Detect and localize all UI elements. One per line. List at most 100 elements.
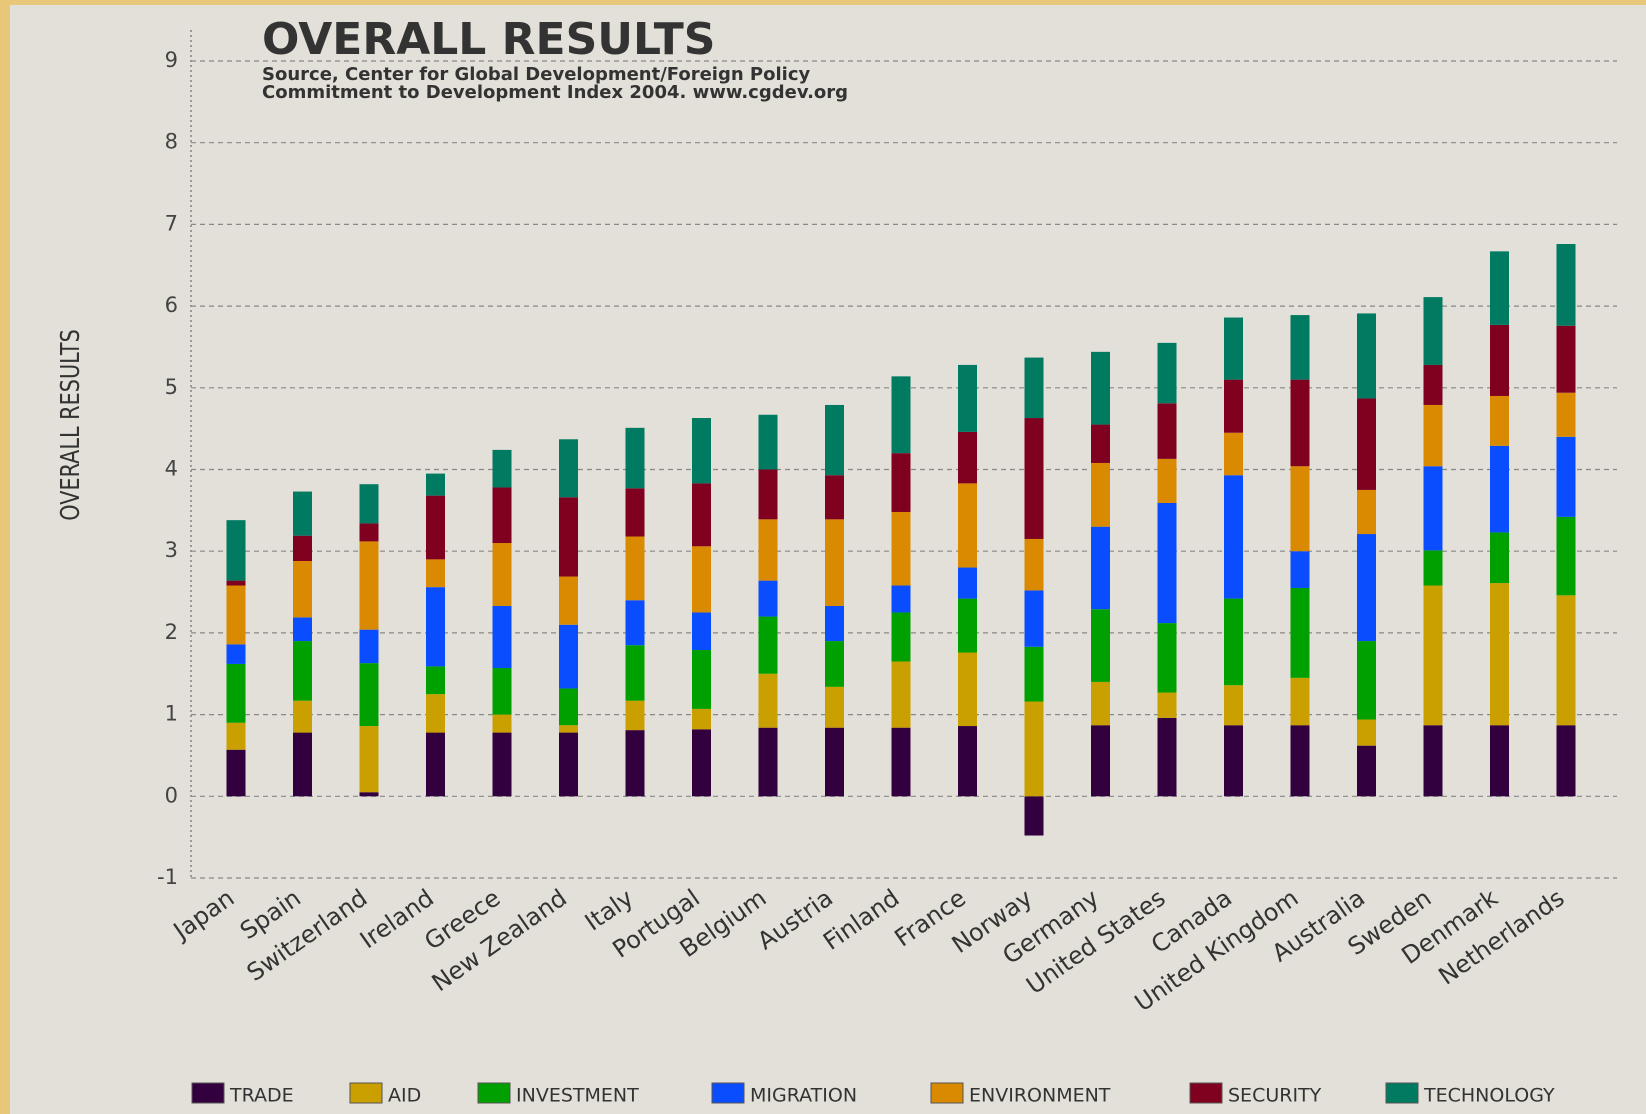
bar-segment bbox=[359, 629, 379, 664]
bar-segment bbox=[359, 663, 379, 727]
bar-segment bbox=[825, 404, 844, 476]
bar-segment bbox=[1224, 475, 1243, 599]
bar-segment bbox=[825, 727, 844, 797]
bar-segment bbox=[958, 567, 977, 599]
bar-segment bbox=[1224, 379, 1243, 433]
legend-swatch bbox=[1385, 1082, 1419, 1104]
bar-segment bbox=[692, 708, 711, 730]
legend-label: MIGRATION bbox=[750, 1085, 857, 1107]
bar-segment bbox=[1490, 251, 1509, 325]
bar-segment bbox=[226, 722, 246, 750]
y-tick-label: 9 bbox=[165, 48, 178, 72]
bar-segment bbox=[1423, 404, 1443, 467]
bar-segment bbox=[1290, 315, 1310, 380]
bar-segment bbox=[1224, 317, 1243, 380]
bar-segment bbox=[758, 469, 778, 520]
bar-segment bbox=[226, 520, 246, 581]
bar-segment bbox=[1357, 719, 1376, 746]
bar-segment bbox=[1423, 725, 1443, 797]
bar-segment bbox=[891, 511, 911, 586]
bar-segment bbox=[958, 726, 977, 797]
bar-segment bbox=[825, 641, 844, 687]
bar-segment bbox=[1157, 458, 1177, 503]
bar-segment bbox=[1490, 445, 1509, 533]
bar-segment bbox=[758, 519, 778, 581]
bar-segment bbox=[1157, 403, 1177, 459]
chart-title: OVERALL RESULTS bbox=[262, 14, 715, 65]
bar-segment bbox=[758, 580, 778, 617]
y-tick-label: 0 bbox=[165, 783, 178, 807]
bar-segment bbox=[1556, 244, 1576, 326]
bar-segment bbox=[1024, 357, 1044, 419]
chart-subtitle: Commitment to Development Index 2004. ww… bbox=[262, 82, 848, 103]
bar-segment bbox=[1357, 313, 1376, 399]
bar-segment bbox=[891, 376, 911, 454]
bar-segment bbox=[1157, 692, 1177, 718]
bar-segment bbox=[1423, 585, 1443, 726]
y-tick-label: 7 bbox=[165, 211, 178, 235]
bar-segment bbox=[891, 453, 911, 512]
y-axis-label: OVERALL RESULTS bbox=[55, 329, 86, 521]
bar-segment bbox=[293, 617, 312, 642]
y-tick-label: 5 bbox=[165, 375, 178, 399]
bar-segment bbox=[758, 727, 778, 797]
bar-segment bbox=[1556, 325, 1576, 393]
bar-segment bbox=[625, 536, 645, 601]
bar-segment bbox=[1423, 466, 1443, 551]
bar-segment bbox=[692, 729, 711, 797]
bar-segment bbox=[1290, 379, 1310, 467]
bar-segment bbox=[1091, 725, 1110, 797]
bar-segment bbox=[559, 732, 578, 797]
bar-segment bbox=[226, 663, 246, 723]
bar-segment bbox=[559, 576, 578, 625]
legend-label: ENVIRONMENT bbox=[969, 1085, 1111, 1107]
legend-swatch bbox=[349, 1082, 383, 1104]
bar-segment bbox=[825, 475, 844, 520]
bar-segment bbox=[1091, 424, 1110, 463]
bar-segment bbox=[1091, 526, 1110, 610]
bar-segment bbox=[293, 491, 312, 536]
bar-segment bbox=[559, 497, 578, 577]
legend-swatch bbox=[477, 1082, 511, 1104]
legend-swatch bbox=[930, 1082, 964, 1104]
bar-segment bbox=[692, 483, 711, 547]
y-tick-label: 8 bbox=[165, 130, 178, 154]
bar-segment bbox=[1357, 534, 1376, 642]
bar-segment bbox=[293, 700, 312, 733]
legend-label: TECHNOLOGY bbox=[1423, 1085, 1555, 1107]
bar-segment bbox=[1157, 342, 1177, 404]
y-tick-label: 4 bbox=[165, 457, 178, 481]
bar-segment bbox=[559, 624, 578, 689]
bar-segment bbox=[226, 644, 246, 664]
bar-segment bbox=[1024, 796, 1044, 836]
bar-segment bbox=[1024, 418, 1044, 539]
bar-segment bbox=[692, 546, 711, 613]
bar-segment bbox=[625, 488, 645, 537]
bar-segment bbox=[492, 487, 512, 544]
bar-segment bbox=[1290, 725, 1310, 797]
bar-segment bbox=[758, 616, 778, 674]
bar-segment bbox=[1556, 392, 1576, 437]
legend-swatch bbox=[1189, 1082, 1223, 1104]
bar-segment bbox=[226, 585, 246, 645]
bar-segment bbox=[692, 650, 711, 709]
bar-segment bbox=[958, 483, 977, 568]
y-tick-label: 2 bbox=[165, 620, 178, 644]
bar-segment bbox=[1490, 324, 1509, 396]
bar-segment bbox=[1091, 609, 1110, 682]
bar-segment bbox=[426, 694, 445, 733]
bar-segment bbox=[1091, 462, 1110, 527]
bar-segment bbox=[293, 732, 312, 797]
bar-segment bbox=[426, 559, 445, 588]
legend-label: SECURITY bbox=[1228, 1085, 1322, 1107]
bar-segment bbox=[1290, 677, 1310, 726]
bar-segment bbox=[293, 561, 312, 618]
bar-segment bbox=[1490, 725, 1509, 797]
bar-segment bbox=[1224, 685, 1243, 726]
bar-segment bbox=[559, 725, 578, 733]
bar-segment bbox=[426, 666, 445, 695]
bar-segment bbox=[559, 688, 578, 726]
bar-segment bbox=[891, 612, 911, 662]
